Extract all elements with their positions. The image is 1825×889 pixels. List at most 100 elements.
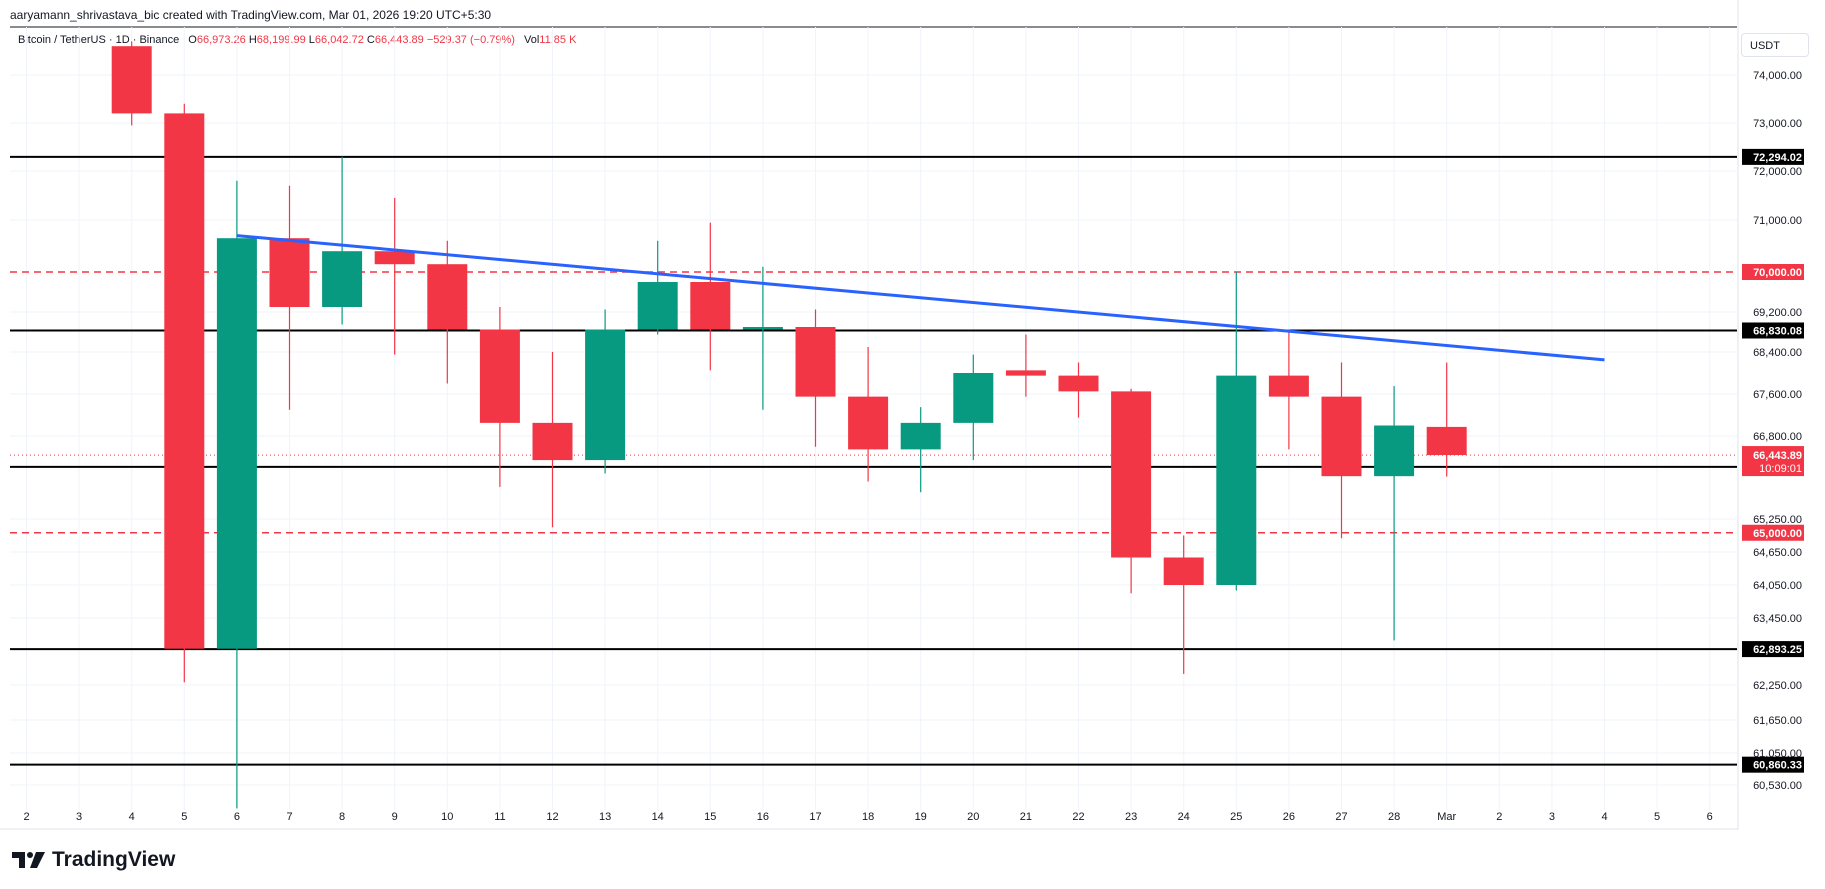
candle-down [269,238,310,307]
volume-value: 11.85 K [539,34,577,46]
level-price-label: 70,000.00 [1753,267,1802,279]
time-tick-label: 19 [915,811,927,823]
candle-up [322,251,363,307]
high-value: 68,199.99 [256,34,306,46]
candle-up [216,238,257,649]
high-label: H [248,34,257,46]
candle-up [637,282,678,330]
candle-down [1005,370,1046,376]
candle-down [427,264,468,330]
last-price-label: 66,443.89 [1753,450,1802,462]
candle-down [1426,426,1467,456]
tradingview-logo: TradingView [12,848,175,872]
candle-up [742,327,783,330]
time-tick-label: 10 [441,811,453,823]
time-tick-label: 23 [1125,811,1137,823]
price-tick-label: 63,450.00 [1753,613,1802,625]
candle-up [1216,375,1257,585]
time-tick-label: 2 [23,811,29,823]
time-tick-label: 3 [76,811,82,823]
tradingview-logo-icon [12,852,45,868]
candles [111,41,1467,809]
time-tick-label: 8 [339,811,345,823]
candle-down [111,46,152,114]
time-tick-label: 5 [1654,811,1660,823]
level-price-tag [1742,322,1804,339]
time-tick-label: 28 [1388,811,1400,823]
tradingview-logo-text: TradingView [52,848,176,871]
candle-down [1268,375,1309,397]
chart-byline: aaryamann_shrivastava_bic created with T… [10,8,492,22]
candle-down [164,113,205,649]
level-price-tag [1742,756,1804,773]
time-tick-label: 18 [862,811,874,823]
price-tick-label: 68,400.00 [1753,347,1802,359]
volume-label: Vol [524,34,540,46]
level-price-label: 65,000.00 [1753,528,1802,540]
level-price-tag [1742,524,1804,541]
open-label: O [188,34,197,46]
level-price-label: 68,830.08 [1753,325,1802,337]
price-tick-label: 61,650.00 [1753,715,1802,727]
time-tick-label: 5 [181,811,187,823]
time-tick-label: 27 [1335,811,1347,823]
price-tick-label: 64,650.00 [1753,547,1802,559]
time-tick-label: 15 [704,811,716,823]
bar-countdown-label: 10:09:01 [1759,463,1802,475]
price-tick-label: 62,250.00 [1753,680,1802,692]
time-tick-label: 26 [1283,811,1295,823]
candle-up [1374,425,1415,477]
time-tick-label: 20 [967,811,979,823]
candle-down [1111,391,1152,558]
time-tick-label: 6 [234,811,240,823]
symbol-legend: Bitcoin / TetherUS · 1D · Binance O66,97… [18,34,576,46]
trendline-layer [236,234,1605,362]
time-tick-label: 7 [286,811,292,823]
price-tick-label: 71,000.00 [1753,215,1802,227]
time-tick-label: 25 [1230,811,1242,823]
price-tick-label: 66,800.00 [1753,431,1802,443]
level-price-label: 60,860.33 [1753,760,1802,772]
time-tick-label: 17 [809,811,821,823]
level-price-label: 62,893.25 [1753,644,1802,656]
time-axis[interactable]: 2 3 4 5 6 7 8 9 10 11 12 13 14 15 16 17 18 19 20 21 22 23 24 25… [23,811,1712,823]
time-tick-label: 2 [1496,811,1502,823]
candle-down [374,251,415,265]
close-value: 66,443.89 [374,34,424,46]
time-tick-label: 3 [1549,811,1555,823]
horizontal-levels [10,155,1737,766]
price-tick-label: 69,200.00 [1753,307,1802,319]
candle-down [532,422,573,461]
time-tick-label: 4 [129,811,135,823]
last-price-tag [1742,446,1804,477]
candle-down [479,329,520,423]
low-value: 66,042.72 [314,34,364,46]
time-tick-label: 6 [1707,811,1713,823]
time-tick-label: 21 [1020,811,1032,823]
time-tick-label: 12 [546,811,558,823]
candle-down [690,282,731,330]
price-tick-label: 73,000.00 [1753,118,1802,130]
time-tick-label: 24 [1178,811,1190,823]
price-tick-label: 72,000.00 [1753,166,1802,178]
level-price-tag [1742,641,1804,658]
candle-down [1321,396,1362,477]
change-value: −529.37 (−0.79%) [426,34,515,46]
candle-up [585,329,626,461]
trendline[interactable] [236,234,1605,362]
time-tick-label: 11 [494,811,505,823]
time-tick-label: 9 [392,811,398,823]
symbol-name[interactable]: Bitcoin / TetherUS · 1D · Binance [18,34,180,46]
price-tick-label: 74,000.00 [1753,70,1802,82]
candle-down [795,327,836,397]
price-tick-label: 65,250.00 [1753,514,1802,526]
candle-down [1058,375,1099,392]
price-tick-label: 67,600.00 [1753,389,1802,401]
level-price-tag [1742,148,1804,165]
candle-up [953,373,994,423]
close-label: C [366,34,375,46]
currency-selector[interactable]: USDT [1741,33,1809,57]
candle-down [1163,557,1204,585]
price-axis[interactable]: 74,000.00 73,000.00 72,000.00 71,000.00 69,2… [1742,70,1804,792]
